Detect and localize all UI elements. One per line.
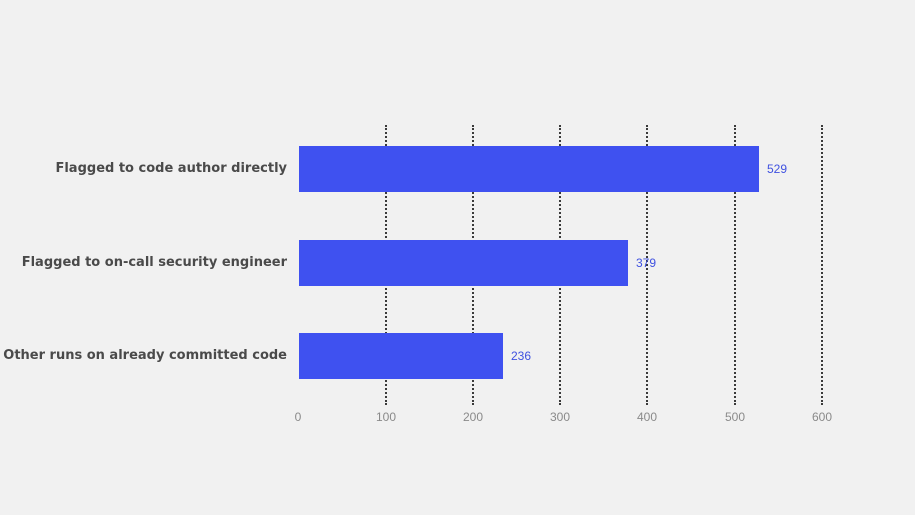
bar-flagged-to-security [299, 240, 628, 286]
bar-other-runs [299, 333, 503, 379]
gridline-500 [734, 125, 736, 405]
x-tick-label: 0 [294, 410, 302, 424]
gridline-600 [821, 125, 823, 405]
x-tick-label: 400 [636, 410, 658, 424]
bar-flagged-to-author [299, 146, 759, 192]
gridline-400 [646, 125, 648, 405]
value-label: 379 [636, 256, 657, 270]
x-tick-label: 500 [724, 410, 746, 424]
x-tick-label: 100 [375, 410, 397, 424]
value-label: 236 [511, 349, 532, 363]
x-tick-label: 200 [462, 410, 484, 424]
x-tick-label: 600 [811, 410, 833, 424]
x-tick-label: 300 [549, 410, 571, 424]
value-label: 529 [767, 162, 788, 176]
category-label: Flagged to code author directly [55, 161, 287, 176]
category-label: Flagged to on-call security engineer [21, 255, 287, 270]
category-label: Other runs on already committed code [3, 348, 287, 363]
